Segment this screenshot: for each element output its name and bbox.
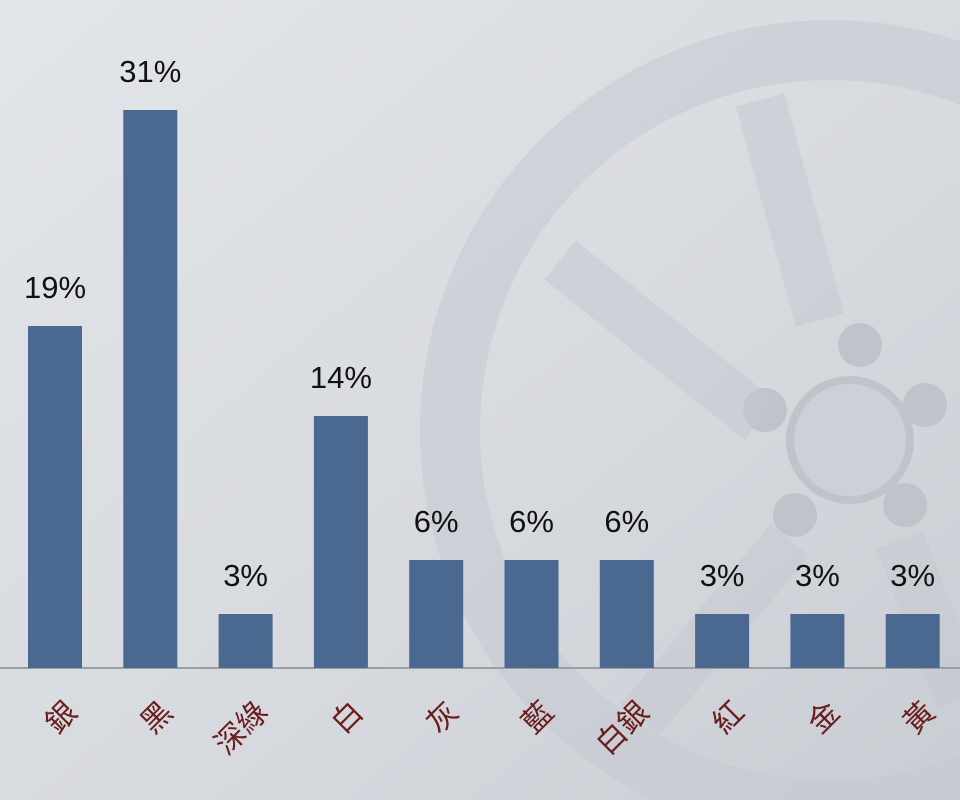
bar xyxy=(313,416,368,668)
bar xyxy=(409,560,464,668)
value-label: 3% xyxy=(795,558,840,593)
value-label: 3% xyxy=(223,558,268,593)
bar xyxy=(28,326,82,668)
value-label: 6% xyxy=(604,504,649,539)
wheel-decoration xyxy=(420,20,960,800)
bar xyxy=(790,614,845,668)
value-label: 3% xyxy=(890,558,935,593)
value-label: 14% xyxy=(310,360,372,395)
bar xyxy=(599,560,654,668)
value-label: 6% xyxy=(509,504,554,539)
value-label: 3% xyxy=(700,558,745,593)
value-label: 19% xyxy=(24,270,86,305)
value-label: 31% xyxy=(119,54,181,89)
bar xyxy=(885,614,940,668)
bar xyxy=(695,614,750,668)
value-label: 6% xyxy=(414,504,459,539)
bar xyxy=(123,110,178,668)
bar xyxy=(504,560,559,668)
bar xyxy=(218,614,273,668)
